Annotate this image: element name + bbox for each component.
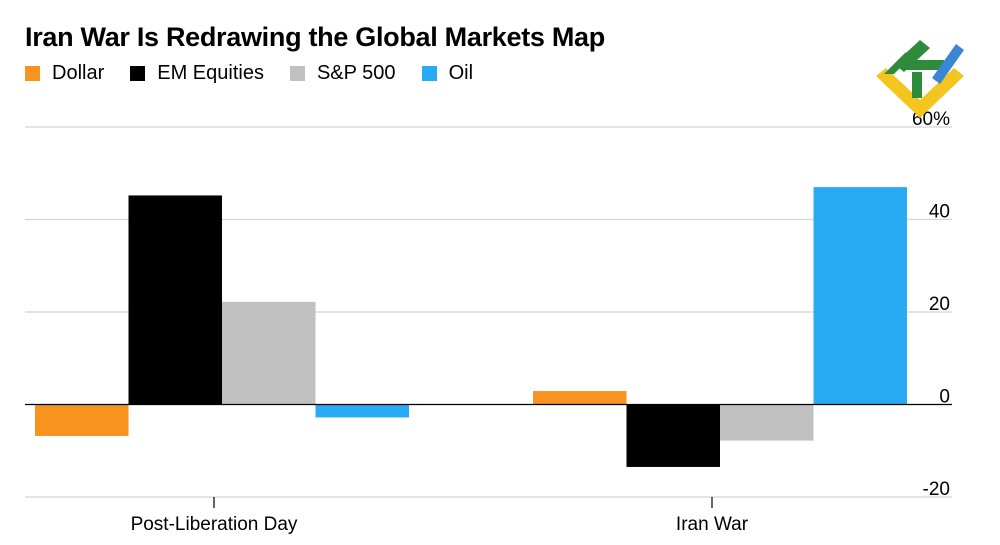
legend-item-dollar: Dollar — [25, 62, 104, 85]
y-tick-label: 40 — [929, 202, 950, 223]
legend-swatch-sp500 — [289, 66, 305, 81]
bar-s-p-500-2 — [720, 404, 814, 441]
brand-logo-icon — [876, 40, 964, 118]
legend-item-oil: Oil — [421, 62, 474, 85]
legend-label-oil: Oil — [448, 62, 474, 84]
y-tick-label: -20 — [923, 479, 950, 500]
bar-s-p-500-1 — [222, 301, 316, 405]
bar-dollar-1 — [35, 404, 129, 436]
chart-title: Iran War Is Redrawing the Global Markets… — [25, 22, 605, 52]
legend: Dollar EM Equities S&P 500 Oil — [25, 62, 499, 85]
legend-label-dollar: Dollar — [52, 62, 105, 84]
bar-em-equities-2 — [626, 404, 720, 467]
legend-item-sp500: S&P 500 — [289, 62, 396, 85]
bar-em-equities-1 — [128, 195, 222, 405]
legend-swatch-em-equities — [130, 66, 146, 81]
y-tick-label: 20 — [929, 294, 950, 315]
legend-swatch-dollar — [25, 66, 40, 81]
bar-oil-1 — [315, 404, 409, 418]
legend-item-em-equities: EM Equities — [130, 62, 264, 85]
bar-dollar-2 — [533, 391, 627, 405]
legend-label-em-equities: EM Equities — [157, 62, 264, 84]
legend-swatch-oil — [421, 66, 437, 81]
x-tick-label: Post-Liberation Day — [131, 514, 298, 535]
x-tick-label: Iran War — [676, 514, 749, 535]
bar-oil-2 — [813, 187, 907, 405]
y-tick-label: 0 — [939, 387, 950, 408]
legend-label-sp500: S&P 500 — [316, 62, 396, 84]
